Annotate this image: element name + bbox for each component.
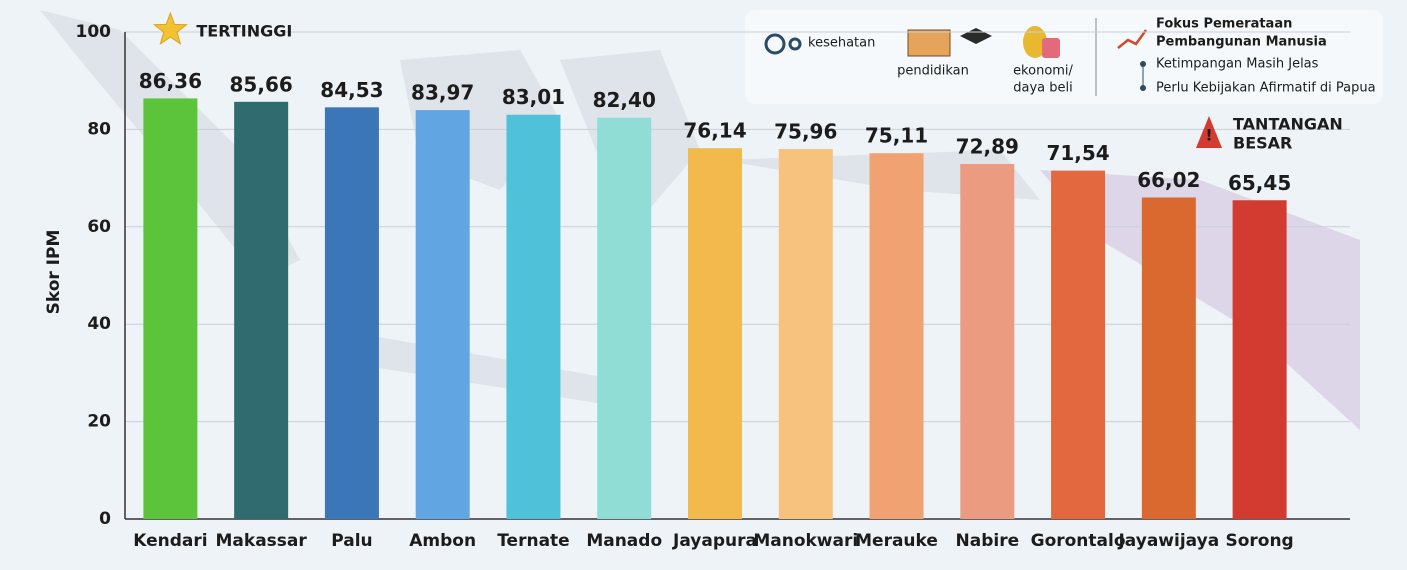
bar [1141, 197, 1196, 519]
stethoscope-icon [764, 33, 786, 55]
x-tick-label: Palu [331, 531, 372, 551]
bag-icon [1042, 38, 1060, 58]
info-panel-box [745, 10, 1383, 104]
x-tick-label: Nabire [956, 531, 1020, 551]
y-tick-label: 100 [76, 22, 112, 42]
bullet [1140, 85, 1146, 91]
value-label: 75,96 [774, 120, 837, 144]
x-tick-label: Jayawijaya [1117, 531, 1219, 551]
y-tick-label: 0 [99, 509, 111, 529]
bar [1051, 170, 1106, 519]
star-icon [152, 11, 188, 45]
bar [506, 114, 561, 519]
bar [960, 164, 1015, 519]
bar [324, 107, 379, 519]
bar [415, 110, 470, 519]
info-point: Ketimpangan Masih Jelas [1156, 57, 1319, 72]
coin-icon [1023, 26, 1047, 58]
value-label: 65,45 [1228, 171, 1291, 195]
info-panel: kesehatan pendidikan ekonomi/ daya beli … [745, 10, 1383, 104]
bar [1232, 200, 1287, 520]
x-tick-label: Kendari [133, 531, 207, 551]
x-tick-label: Manado [586, 531, 662, 551]
y-axis-label: Skor IPM [44, 230, 64, 315]
bar [597, 117, 652, 519]
x-tick-label: Gorontalo [1031, 531, 1126, 551]
x-tick-label: Ambon [409, 531, 476, 551]
warning-icon [1196, 116, 1222, 148]
info-health: kesehatan [808, 36, 875, 51]
value-label: 83,97 [411, 81, 474, 105]
value-label: 66,02 [1137, 168, 1200, 192]
bar [688, 148, 742, 520]
info-education: pendidikan [897, 64, 969, 79]
x-tick-label: Makassar [216, 531, 308, 551]
stethoscope-icon [788, 37, 802, 51]
value-label: 83,01 [502, 85, 565, 109]
bullet [1140, 61, 1146, 67]
annotation-bottom: BESAR [1233, 134, 1292, 153]
bar [143, 98, 198, 519]
bar [234, 101, 289, 519]
info-focus-title: Pembangunan Manusia [1156, 35, 1327, 50]
info-point: Perlu Kebijakan Afirmatif di Papua [1156, 81, 1376, 96]
value-label: 75,11 [865, 124, 928, 148]
y-tick-label: 40 [87, 314, 111, 334]
x-tick-label: Jayapura [672, 531, 757, 551]
value-label: 76,14 [683, 119, 746, 143]
warning-mark: ! [1205, 126, 1212, 145]
annotation-top: TERTINGGI [196, 22, 292, 41]
x-tick-label: Sorong [1225, 531, 1293, 551]
trend-icon [1117, 29, 1148, 49]
info-focus-title: Fokus Pemerataan [1156, 17, 1292, 32]
bar [869, 153, 924, 519]
y-tick-label: 80 [87, 119, 111, 139]
value-label: 84,53 [320, 78, 383, 102]
x-tick-label: Manokwari [753, 531, 858, 551]
info-economy: ekonomi/ [1013, 64, 1073, 79]
info-economy: daya beli [1013, 81, 1072, 96]
value-label: 71,54 [1046, 141, 1109, 165]
bar [778, 149, 833, 519]
value-label: 86,36 [139, 69, 202, 93]
y-tick-label: 60 [87, 217, 111, 237]
value-label: 72,89 [956, 135, 1019, 159]
x-tick-label: Ternate [497, 531, 569, 551]
annotation-bottom: TANTANGAN [1233, 115, 1343, 134]
value-label: 82,40 [593, 88, 656, 112]
school-icon [907, 29, 951, 57]
x-tick-label: Merauke [855, 531, 938, 551]
y-tick-label: 20 [87, 412, 111, 432]
value-label: 85,66 [230, 72, 293, 96]
